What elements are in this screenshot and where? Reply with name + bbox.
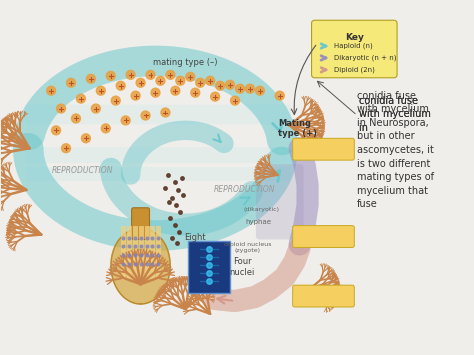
Polygon shape <box>111 229 170 304</box>
FancyBboxPatch shape <box>25 147 291 163</box>
Circle shape <box>166 70 175 79</box>
Text: Diploid (2n): Diploid (2n) <box>335 67 375 73</box>
Text: Key: Key <box>345 33 364 42</box>
Circle shape <box>52 126 61 135</box>
Text: conidia fuse
with mycelium
in: conidia fuse with mycelium in <box>359 95 431 133</box>
Circle shape <box>96 86 105 95</box>
Circle shape <box>156 76 165 85</box>
Circle shape <box>151 88 160 97</box>
Circle shape <box>86 74 95 83</box>
Circle shape <box>210 92 219 101</box>
Text: mating type (–): mating type (–) <box>153 59 218 67</box>
Text: diploid nucleus
(zygote): diploid nucleus (zygote) <box>224 242 272 253</box>
FancyBboxPatch shape <box>292 138 354 160</box>
Circle shape <box>116 81 125 90</box>
Circle shape <box>171 86 180 95</box>
Circle shape <box>246 84 255 93</box>
Circle shape <box>191 88 200 97</box>
Text: hyphae: hyphae <box>245 219 271 225</box>
Circle shape <box>126 70 135 79</box>
Circle shape <box>176 76 185 85</box>
Circle shape <box>101 124 110 133</box>
Circle shape <box>131 91 140 100</box>
Circle shape <box>230 96 239 105</box>
Circle shape <box>206 76 215 85</box>
Text: conidia fuse
with mycelium
in Neurospora,
but in other
ascomycetes, it
is two di: conidia fuse with mycelium in Neurospora… <box>357 91 434 209</box>
FancyBboxPatch shape <box>256 164 304 240</box>
Circle shape <box>106 71 115 80</box>
Text: Four
nuclei: Four nuclei <box>229 257 255 277</box>
Circle shape <box>46 86 55 95</box>
Circle shape <box>111 96 120 105</box>
Text: Haploid (n): Haploid (n) <box>335 43 373 49</box>
Circle shape <box>72 114 81 123</box>
FancyBboxPatch shape <box>311 20 397 78</box>
Text: conidia fuse
with mycelium
in: conidia fuse with mycelium in <box>359 95 431 133</box>
Circle shape <box>91 104 100 113</box>
Circle shape <box>66 78 75 87</box>
Circle shape <box>216 81 225 90</box>
FancyBboxPatch shape <box>132 208 149 240</box>
FancyBboxPatch shape <box>25 105 291 124</box>
Circle shape <box>226 80 235 89</box>
Circle shape <box>146 70 155 79</box>
Text: REPRODUCTION: REPRODUCTION <box>214 185 276 195</box>
Circle shape <box>62 144 71 153</box>
Text: Dikaryotic (n + n): Dikaryotic (n + n) <box>335 55 397 61</box>
Circle shape <box>236 84 245 93</box>
Circle shape <box>141 111 150 120</box>
FancyBboxPatch shape <box>25 167 291 181</box>
Circle shape <box>136 78 145 87</box>
FancyBboxPatch shape <box>292 285 354 307</box>
FancyBboxPatch shape <box>292 226 354 247</box>
Circle shape <box>76 94 85 103</box>
Text: REPRODUCTION: REPRODUCTION <box>52 165 114 175</box>
FancyBboxPatch shape <box>188 241 230 293</box>
Text: (dikaryotic): (dikaryotic) <box>244 207 280 212</box>
Text: Eight: Eight <box>184 233 206 242</box>
Circle shape <box>186 72 195 81</box>
Circle shape <box>82 134 91 143</box>
Circle shape <box>275 91 284 100</box>
Circle shape <box>161 108 170 117</box>
Circle shape <box>121 116 130 125</box>
Circle shape <box>56 104 65 113</box>
Circle shape <box>255 86 264 95</box>
Circle shape <box>196 78 205 87</box>
Text: Mating
type (+): Mating type (+) <box>278 119 317 138</box>
